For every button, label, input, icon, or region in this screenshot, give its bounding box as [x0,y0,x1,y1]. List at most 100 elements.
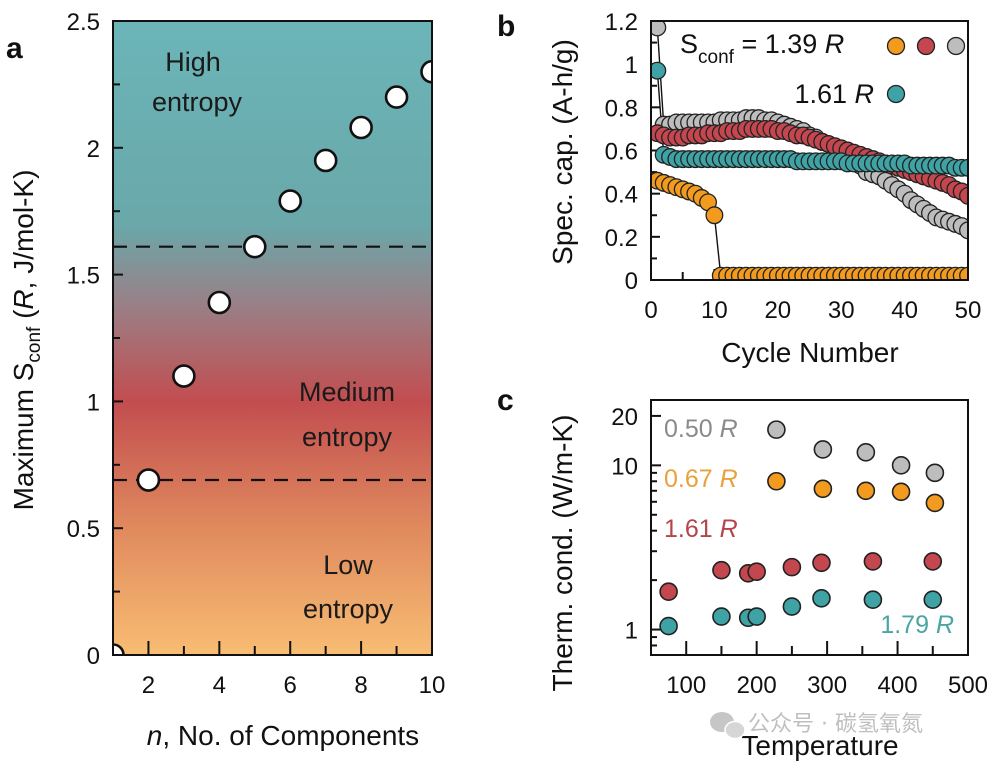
y-tick-label: 0.2 [605,225,638,252]
data-point [747,562,766,582]
legend-marker-red [916,36,936,56]
data-point [863,552,883,571]
y-axis-title-b: Spec. cap. (A-h/g) [547,39,578,265]
data-point [767,420,786,439]
data-point [172,364,196,388]
panel-letter-b: b [497,10,515,43]
data-point [959,186,968,205]
data-point [136,468,161,492]
x-axis-title-b: Cycle Number [721,337,898,368]
data-point [651,61,667,80]
legend-marker-orange [886,36,906,56]
y-tick-label: 2.5 [67,9,100,36]
series-label-1-79R: 1.79 R [880,611,954,639]
x-tick-label: 10 [419,672,446,699]
data-point [959,158,968,177]
data-point [959,266,968,280]
panel-a: a High entropy Medium entropy Low entrop… [6,9,445,751]
region-high-line1: High [165,47,221,77]
x-tick-label: 2 [142,672,155,699]
region-medium-line2: entropy [302,422,393,452]
panel-letter-a: a [6,32,23,65]
x-tick-label: 8 [354,672,367,699]
watermark-text: 公众号 · 碳氢氧氮 [748,712,923,737]
x-tick-label: 400 [878,672,918,699]
data-point [651,21,667,37]
y-tick-label: 0.8 [605,95,638,122]
data-point [705,206,724,225]
series-1 [651,119,968,205]
data-point [923,552,943,571]
region-medium-line1: Medium [299,377,395,407]
data-point [782,597,802,616]
region-labels: High entropy Medium entropy Low entropy [152,47,395,624]
y-tick-label: 1 [87,389,100,416]
series-label-0-67R: 0.67 R [664,465,738,493]
tick-labels-a: 0 0.5 1 1.5 2 2.5 2 4 6 8 10 [67,9,446,699]
data-point [278,189,303,213]
data-point [856,443,876,462]
tick-labels-c: 1 10 20 100 200 300 400 500 [611,404,988,699]
data-point [891,456,911,475]
data-point [891,482,911,502]
y-tick-label: 0.6 [605,139,638,166]
data-point [925,463,945,483]
data-point [113,643,125,655]
plot-frame-a [112,20,433,656]
series-0 [767,420,945,483]
panel-letter-c: c [497,384,514,417]
y-axis-title-c: Therm. cond. (W/m-K) [547,415,578,692]
wechat-icon-bubble-small [724,720,746,740]
data-point [712,560,731,580]
tick-labels-b: 0 0.2 0.4 0.6 0.8 1 1.2 0 10 20 30 40 50 [605,9,982,324]
watermark: 公众号 · 碳氢氧氮 [710,712,923,740]
y-tick-label: 1.2 [605,9,638,36]
data-point [420,59,432,84]
data-point [207,290,232,315]
data-point [767,471,786,491]
x-tick-label: 300 [807,672,847,699]
panel-c: c 0.50 R 0.67 R 1.61 R 1.79 R 1 10 20 100 20… [497,384,988,761]
y-tick-label: 20 [611,404,638,431]
legend-marker-gray [946,36,966,56]
x-tick-label: 6 [284,672,297,699]
data-point [923,590,943,610]
x-tick-label: 30 [828,297,855,324]
region-low-line2: entropy [303,594,394,624]
y-tick-label: 1 [625,52,638,79]
series-1 [767,471,945,513]
series-labels-c: 0.50 R 0.67 R 1.61 R 1.79 R [664,415,954,639]
legend-line2-text: 1.61 R [794,79,874,109]
threshold-lines [113,245,432,482]
x-tick-label: 100 [666,672,706,699]
y-tick-label: 1.5 [67,263,100,290]
data-point [747,607,766,626]
data-point [959,221,968,240]
panel-b: b 0 0.2 0.4 0.6 0.8 1 1.2 0 10 20 30 40 50 Sconf = 1… [497,9,981,368]
data-point [813,440,833,459]
series-3 [651,61,968,177]
x-tick-label: 40 [891,297,918,324]
y-tick-label: 10 [611,453,638,480]
series-label-1-61R: 1.61 R [664,515,738,543]
y-tick-label: 0.5 [67,516,100,543]
data-series-b [651,21,968,280]
plot-frame-b [650,20,969,281]
legend-line1-text: Sconf = 1.39 R [680,29,844,68]
legend-marker-teal [886,84,906,104]
series-label-0-50R: 0.50 R [664,415,738,443]
y-tick-label: 0.4 [605,182,638,209]
data-point [349,115,373,140]
data-point [659,616,678,636]
series-0 [651,171,968,280]
data-point [712,607,731,626]
region-high-line2: entropy [152,87,243,117]
y-tick-label: 0 [625,268,638,295]
series-3 [659,589,943,636]
y-tick-label: 0 [87,643,100,670]
data-point [313,148,338,173]
x-axis-title-c: Temperature [741,730,898,761]
data-point [925,493,945,513]
y-tick-label: 1 [625,618,638,645]
